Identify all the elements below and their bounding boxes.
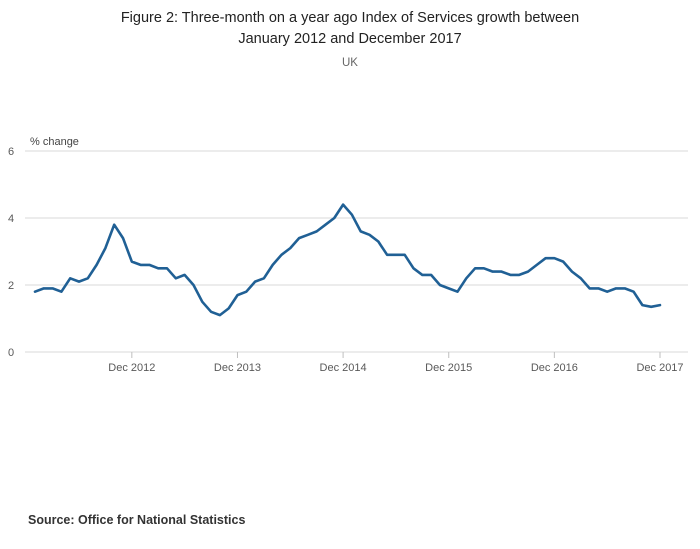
chart-title-line1: Figure 2: Three-month on a year ago Inde… [120, 10, 580, 26]
y-tick-label: 2 [8, 280, 14, 292]
y-axis-label: % change [30, 136, 79, 148]
source-text: Source: Office for National Statistics [28, 513, 246, 527]
y-tick-label: 6 [8, 146, 14, 158]
x-tick-label: Dec 2013 [214, 362, 261, 374]
x-tick-label: Dec 2015 [425, 362, 472, 374]
x-tick-label: Dec 2014 [320, 362, 367, 374]
x-tick-label: Dec 2012 [108, 362, 155, 374]
x-tick-label: Dec 2016 [531, 362, 578, 374]
y-tick-label: 4 [8, 213, 14, 225]
y-tick-label: 0 [8, 347, 14, 359]
chart-subtitle: UK [342, 57, 358, 69]
chart-title: Figure 2: Three-month on a year ago Inde… [0, 8, 700, 50]
chart-title-line2: January 2012 and December 2017 [238, 31, 462, 48]
x-tick-label: Dec 2017 [636, 362, 683, 374]
series-line [33, 203, 662, 317]
